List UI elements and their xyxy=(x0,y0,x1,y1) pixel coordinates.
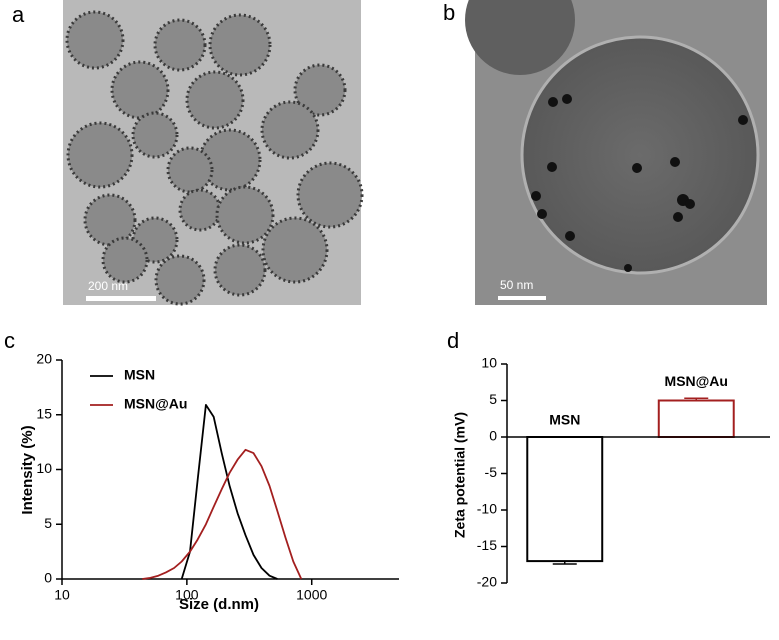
panel-label: a xyxy=(12,2,25,27)
x-tick-label: 100 xyxy=(175,587,199,603)
x-tick-label: 10 xyxy=(54,587,70,603)
y-axis-label: Intensity (%) xyxy=(19,425,36,514)
y-tick-label: -15 xyxy=(477,537,497,553)
bar xyxy=(657,399,735,438)
tem-image-b xyxy=(465,0,767,305)
panel-label: b xyxy=(443,0,455,25)
y-tick-label: -10 xyxy=(477,501,497,517)
panel-label: c xyxy=(4,328,15,353)
x-axis-label: Size (d.nm) xyxy=(179,596,259,613)
bar xyxy=(526,436,604,563)
y-tick-label: 10 xyxy=(36,460,52,476)
scale-bar-label: 50 nm xyxy=(500,278,533,292)
y-tick-label: -20 xyxy=(477,574,497,590)
scale-bar-label: 200 nm xyxy=(88,279,128,293)
y-tick-label: 15 xyxy=(36,405,52,421)
data-line xyxy=(142,448,303,580)
y-tick-label: 5 xyxy=(44,515,52,531)
y-tick-label: 0 xyxy=(489,428,497,444)
y-axis-label: Zeta potential (mV) xyxy=(452,412,468,538)
y-tick-label: 0 xyxy=(44,570,52,586)
category-label: MSN@Au xyxy=(665,373,728,389)
legend-label: MSN@Au xyxy=(124,396,187,412)
y-tick-label: -5 xyxy=(485,464,498,480)
y-tick-label: 5 xyxy=(489,391,497,407)
y-tick-label: 10 xyxy=(481,355,497,371)
x-tick-label: 1000 xyxy=(296,587,327,603)
tem-image-a xyxy=(63,0,364,306)
category-label: MSN xyxy=(549,412,580,428)
y-tick-label: 20 xyxy=(36,351,52,367)
legend-label: MSN xyxy=(124,367,155,383)
panel-label: d xyxy=(447,328,459,353)
data-line xyxy=(180,404,278,580)
